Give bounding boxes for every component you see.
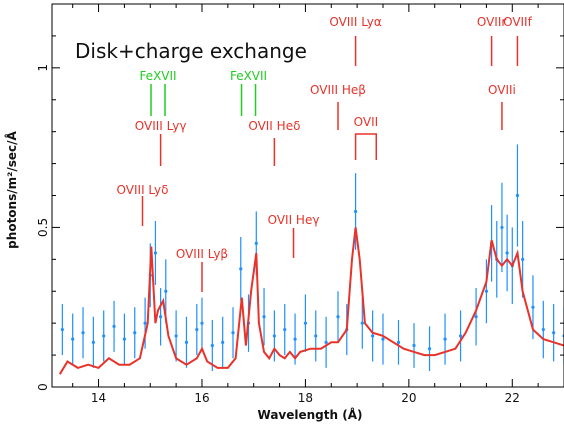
data-point: [254, 241, 258, 245]
data-point: [531, 305, 535, 309]
data-series: [60, 144, 564, 372]
data-point: [541, 327, 545, 332]
data-point: [272, 334, 276, 338]
annotation-label: OVII Heγ: [268, 213, 320, 227]
line-annotation: OVIII Lyδ: [117, 183, 169, 226]
data-point: [81, 331, 85, 335]
data-point: [412, 343, 416, 348]
data-point: [484, 289, 489, 293]
data-point: [200, 321, 204, 325]
annotation-label: OVII: [354, 115, 379, 129]
annotation-label: OVII Heδ: [248, 119, 300, 133]
annotation-label: OVIII Lyα: [329, 15, 382, 29]
annotation-label: OVIIr: [477, 15, 507, 29]
data-point: [324, 340, 328, 344]
data-point: [381, 337, 385, 341]
data-point: [293, 337, 297, 341]
line-annotation: OVIII Lyβ: [176, 247, 228, 292]
line-annotation: OVII Heδ: [248, 119, 300, 166]
data-point: [60, 327, 64, 332]
data-point: [184, 340, 189, 344]
y-tick-label: 1: [36, 64, 50, 72]
data-point: [91, 340, 95, 344]
annotation-bracket: [354, 133, 378, 160]
data-point: [153, 251, 158, 255]
line-annotation: OVIII Lyγ: [135, 119, 187, 166]
data-point: [221, 340, 225, 344]
x-tick-label: 18: [298, 391, 313, 405]
data-point: [474, 315, 478, 319]
data-point: [102, 334, 106, 338]
line-annotation: OVII: [354, 115, 379, 160]
line-annotation: OVIIr: [477, 15, 507, 66]
data-point: [360, 321, 364, 325]
data-point: [231, 331, 235, 335]
annotation-label: OVIIf: [503, 15, 533, 29]
data-point: [143, 321, 147, 325]
data-point: [71, 337, 75, 341]
y-tick-label: 0: [36, 383, 50, 391]
annotation-label: OVIII Lyδ: [117, 183, 169, 197]
data-point: [458, 334, 463, 338]
x-axis-label: Wavelength (Å): [258, 407, 363, 422]
data-point: [210, 343, 214, 348]
annotation-label: OVIII Heβ: [310, 83, 366, 97]
data-point: [396, 340, 401, 344]
data-point: [371, 334, 375, 338]
data-point: [314, 334, 318, 338]
data-point: [122, 337, 127, 341]
data-point: [159, 315, 163, 319]
x-tick-label: 14: [91, 391, 106, 405]
data-point: [303, 321, 308, 325]
line-annotation: FeXVII: [230, 69, 267, 116]
x-tick-label: 20: [401, 391, 416, 405]
tick-layer: 14 16 18 20 22 0 0.5 1: [36, 4, 564, 405]
line-annotation: OVIII Lyα: [329, 15, 382, 66]
annotation-label: FeXVII: [139, 69, 176, 83]
data-point: [515, 193, 520, 198]
data-point: [500, 225, 504, 230]
data-point: [552, 331, 556, 335]
y-tick-label: 0.5: [36, 218, 50, 237]
annotation-label: OVIIi: [488, 83, 516, 97]
data-point: [505, 251, 509, 255]
annotation-label: OVIII Lyγ: [135, 119, 187, 133]
annotation-label: OVIII Lyβ: [176, 247, 228, 261]
annotation-label: FeXVII: [230, 69, 267, 83]
data-point: [427, 347, 432, 351]
chart-title: Disk+charge exchange: [75, 39, 307, 63]
series-layer: [58, 144, 564, 375]
line-annotation: OVIIi: [488, 83, 516, 130]
data-point: [521, 257, 525, 261]
data-point: [283, 327, 287, 332]
data-point: [443, 337, 447, 341]
annotation-layer: OVIII Lyα OVIII Heβ OVII OVII Heδ OVIII Lyγ O…: [117, 15, 533, 292]
data-point: [336, 315, 340, 319]
line-annotation: OVII Heγ: [268, 213, 320, 258]
y-axis-label: photons/m²/sec/Å: [4, 130, 19, 248]
data-point: [262, 315, 266, 319]
model-line: [58, 227, 564, 375]
data-point: [164, 289, 168, 293]
data-point: [239, 267, 243, 271]
line-annotation: OVIIf: [503, 15, 533, 66]
data-point: [353, 209, 358, 214]
line-annotation: FeXVII: [139, 69, 177, 116]
x-tick-label: 16: [194, 391, 209, 405]
data-point: [133, 331, 137, 335]
data-point: [195, 327, 199, 332]
line-annotation: OVIII Heβ: [310, 83, 366, 130]
x-tick-label: 22: [505, 391, 520, 405]
data-point: [112, 324, 116, 328]
data-point: [174, 334, 178, 338]
